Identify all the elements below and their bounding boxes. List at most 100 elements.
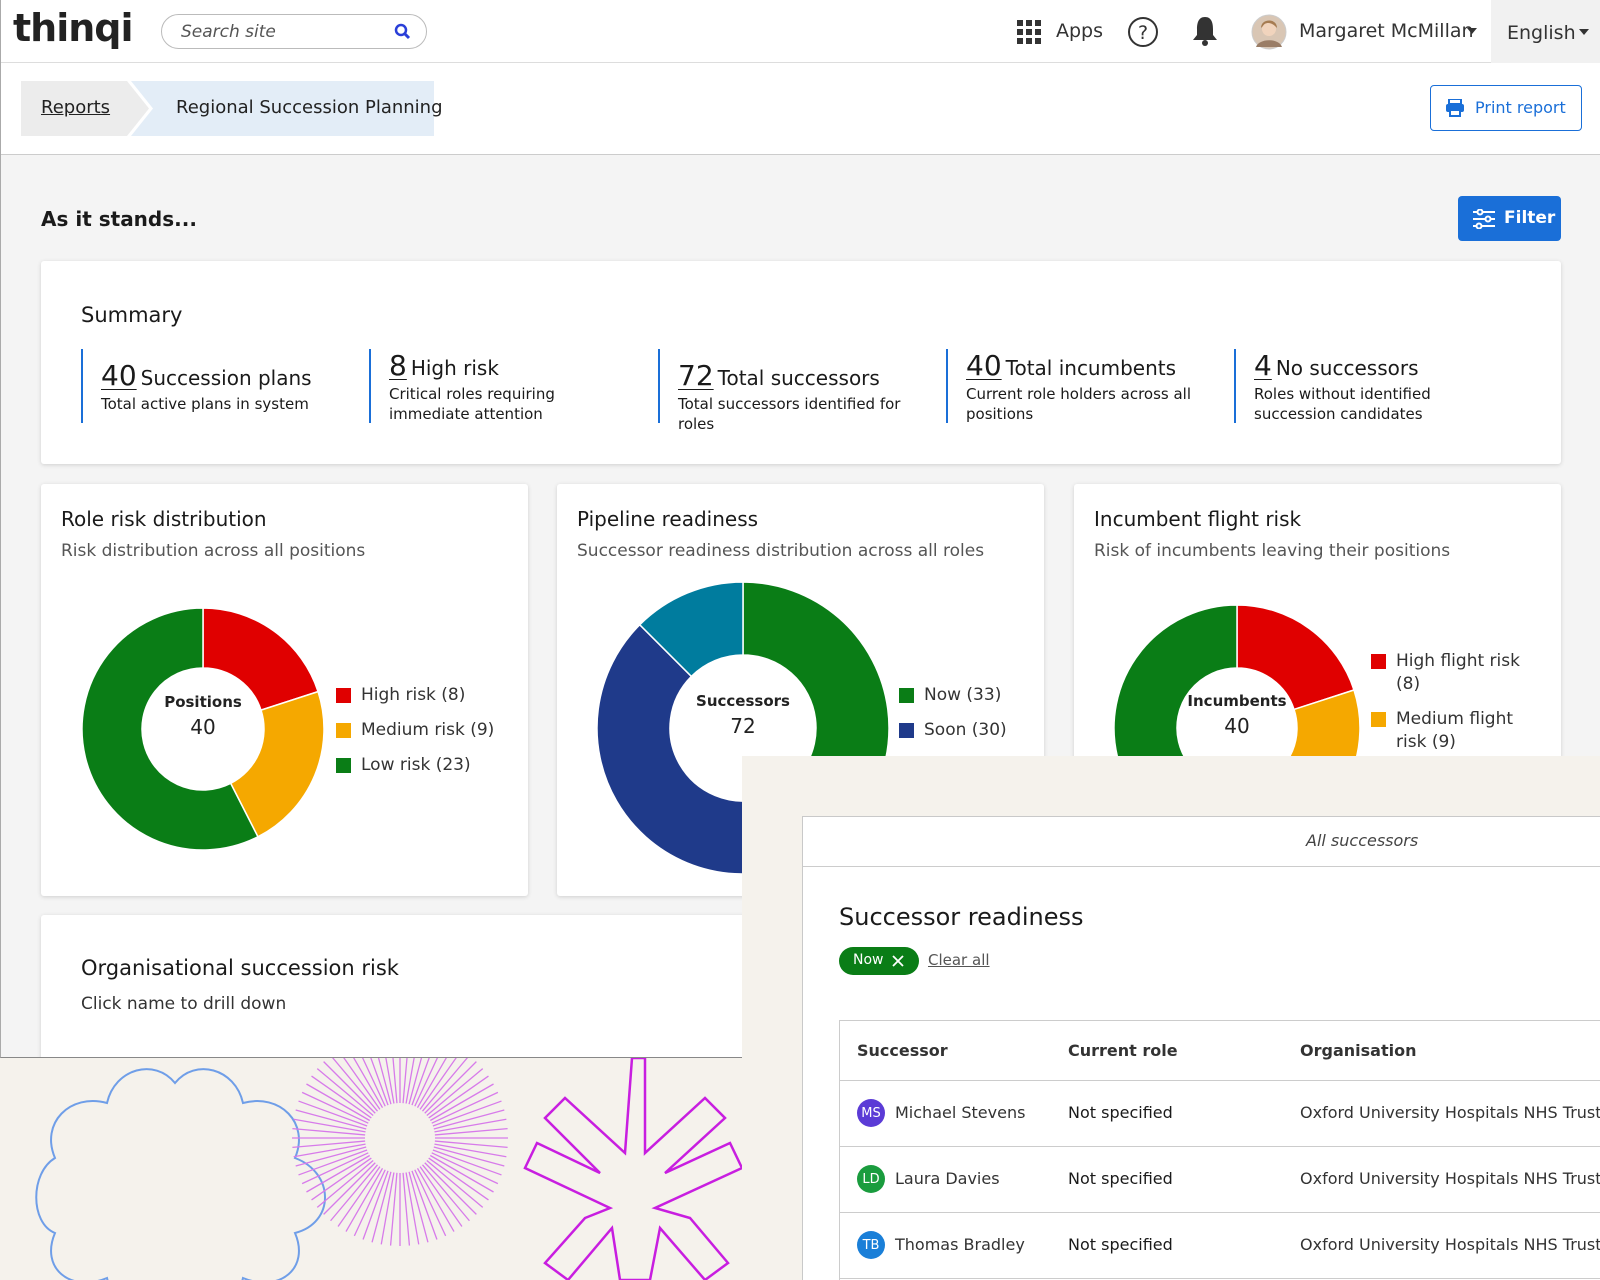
user-avatar[interactable] xyxy=(1251,14,1287,50)
burst-ray xyxy=(434,1127,508,1136)
legend-swatch xyxy=(899,688,914,703)
legend-item: High risk (8) xyxy=(336,684,516,707)
breadcrumb-link[interactable]: Reports xyxy=(41,97,111,118)
legend-label: High risk (8) xyxy=(361,685,466,705)
burst-ray xyxy=(316,1159,374,1208)
panel-tab[interactable]: All successors xyxy=(1306,831,1419,850)
burst-ray xyxy=(431,1152,499,1185)
burst-ray xyxy=(293,1118,366,1133)
clear-all[interactable]: Clear all xyxy=(928,951,990,969)
table-header: Successor Current role Organisation xyxy=(840,1021,1600,1081)
column-header: Organisation xyxy=(1300,1041,1417,1060)
apps-label[interactable]: Apps xyxy=(1056,20,1104,42)
burst-ray xyxy=(389,1172,398,1246)
chip-label: Now xyxy=(853,952,884,968)
top-bar: thinqi Search site Apps ? Margaret McMil… xyxy=(1,0,1600,63)
burst-ray xyxy=(419,1058,457,1110)
table-row: TB Thomas Bradley Not specified Oxford Univ… xyxy=(840,1213,1600,1279)
apps-icon[interactable] xyxy=(1017,20,1041,44)
summary-description: Total successors identified for roles xyxy=(678,395,901,433)
burst-ray xyxy=(301,1091,369,1124)
summary-label: Total incumbents xyxy=(1005,356,1177,380)
burst-ray xyxy=(323,1162,376,1215)
legend-swatch xyxy=(336,758,351,773)
print-icon xyxy=(1446,99,1464,117)
avatar-initials: TB xyxy=(857,1231,885,1259)
burst-ray xyxy=(408,1058,423,1105)
user-name[interactable]: Margaret McMillan xyxy=(1299,20,1474,42)
summary-label: Total successors xyxy=(717,366,880,390)
burst-ray xyxy=(311,1157,372,1201)
filter-chip[interactable]: Now xyxy=(839,947,919,975)
summary-label: Succession plans xyxy=(140,366,312,390)
summary-item: 4 No successors Roles without identified s… xyxy=(1234,349,1504,423)
filter-button[interactable]: Filter xyxy=(1458,196,1561,241)
organisation: Oxford University Hospitals NHS Trust xyxy=(1300,1235,1600,1254)
burst-ray xyxy=(421,1058,468,1112)
legend-swatch xyxy=(336,688,351,703)
burst-ray xyxy=(429,1083,494,1122)
legend-swatch xyxy=(899,723,914,738)
notifications-icon[interactable] xyxy=(1191,15,1219,47)
chart-subtitle: Risk of incumbents leaving their positio… xyxy=(1094,541,1451,561)
chart-title: Pipeline readiness xyxy=(577,507,759,531)
burst-ray xyxy=(353,1169,386,1237)
search-box[interactable]: Search site xyxy=(161,14,427,49)
chart-subtitle: Risk distribution across all positions xyxy=(61,541,366,561)
summary-value: 8 xyxy=(389,349,407,382)
successor-name[interactable]: Michael Stevens xyxy=(895,1103,1026,1122)
breadcrumb-shapes xyxy=(21,81,434,136)
org-risk-subtitle: Click name to drill down xyxy=(81,994,287,1014)
language-label: English xyxy=(1507,22,1576,44)
print-button[interactable]: Print report xyxy=(1430,85,1582,131)
burst-ray xyxy=(345,1167,384,1232)
breadcrumb-current: Regional Succession Planning xyxy=(176,97,443,118)
burst-ray xyxy=(414,1169,447,1237)
chart-title: Role risk distribution xyxy=(61,507,267,531)
burst-ray xyxy=(370,1058,389,1106)
burst-ray xyxy=(416,1058,447,1109)
burst-ray xyxy=(416,1167,455,1232)
summary-description: Total active plans in system xyxy=(101,395,309,413)
column-header: Current role xyxy=(1068,1041,1178,1060)
avatar-initials: MS xyxy=(857,1099,885,1127)
summary-headline: 8 High risk xyxy=(389,349,639,382)
burst-ray xyxy=(431,1091,499,1124)
summary-title: Summary xyxy=(81,303,183,327)
burst-ray xyxy=(411,1058,430,1106)
filter-icon xyxy=(1473,209,1495,229)
filter-label: Filter xyxy=(1504,208,1556,228)
burst-ray xyxy=(432,1100,502,1127)
breadcrumb-bar: Reports Regional Succession Planning Pri… xyxy=(1,63,1600,155)
burst-ray xyxy=(306,1083,371,1122)
burst-ray xyxy=(421,1164,470,1222)
burst-ray xyxy=(411,1170,438,1240)
legend-label: Low risk (23) xyxy=(361,755,471,775)
search-icon xyxy=(394,23,411,40)
burst-ray xyxy=(371,1171,392,1243)
table-row: MS Michael Stevens Not specified Oxford Uni… xyxy=(840,1081,1600,1147)
language-selector[interactable]: English xyxy=(1491,0,1600,63)
summary-label: High risk xyxy=(410,356,499,380)
user-caret xyxy=(1467,28,1477,34)
flower-outline xyxy=(35,1068,326,1280)
burst-ray xyxy=(392,1058,398,1104)
burst-ray xyxy=(298,1100,368,1127)
column-header: Successor xyxy=(857,1041,948,1060)
logo[interactable]: thinqi xyxy=(13,6,134,50)
decorations xyxy=(35,1058,742,1280)
chart-title: Incumbent flight risk xyxy=(1094,507,1302,531)
summary-value: 4 xyxy=(1254,349,1272,382)
current-role: Not specified xyxy=(1068,1169,1173,1188)
burst-ray xyxy=(426,1068,484,1117)
successor-name[interactable]: Thomas Bradley xyxy=(895,1235,1025,1254)
burst-ray xyxy=(343,1058,381,1110)
org-risk-title: Organisational succession risk xyxy=(81,956,399,980)
legend-item: Now (33) xyxy=(899,684,1039,707)
burst-ray xyxy=(432,1149,502,1176)
current-role: Not specified xyxy=(1068,1235,1173,1254)
legend-label: Soon (30) xyxy=(924,720,1007,740)
help-icon[interactable]: ? xyxy=(1127,16,1159,48)
successor-name[interactable]: Laura Davies xyxy=(895,1169,1000,1188)
burst-ray xyxy=(428,1075,489,1119)
